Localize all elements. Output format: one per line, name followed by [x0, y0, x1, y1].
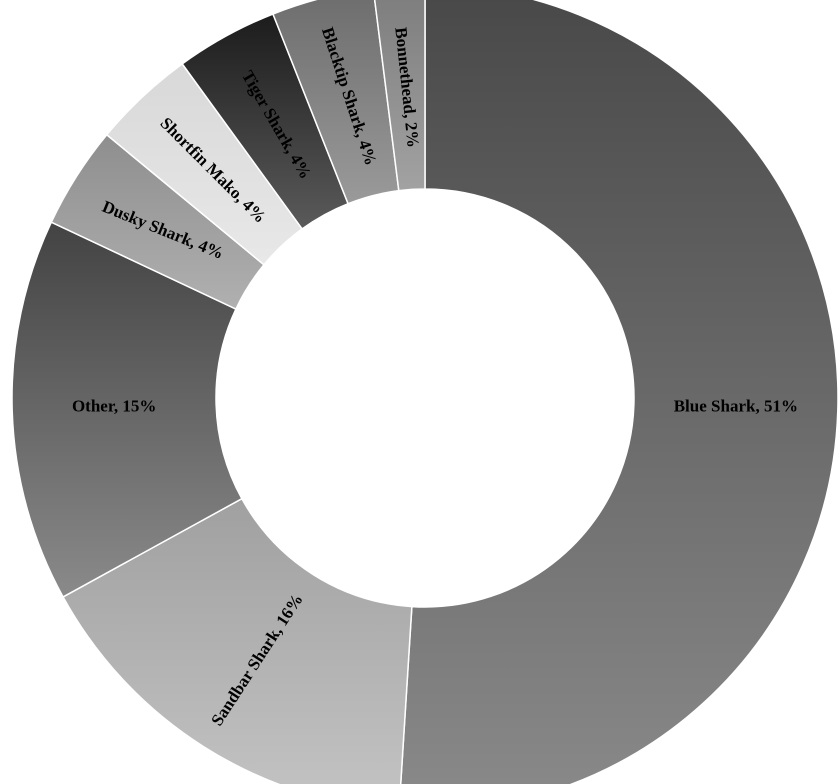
- slice-other: [11, 221, 243, 598]
- slice-sandbar-shark: [62, 497, 413, 784]
- label-blue-shark: Blue Shark, 51%: [674, 397, 798, 416]
- slice-blue-shark: [399, 0, 838, 784]
- slice-bonnethead: [373, 0, 426, 192]
- slices-layer: [11, 0, 838, 784]
- slice-blacktip-shark: [271, 0, 400, 205]
- label-other: Other, 15%: [72, 397, 156, 416]
